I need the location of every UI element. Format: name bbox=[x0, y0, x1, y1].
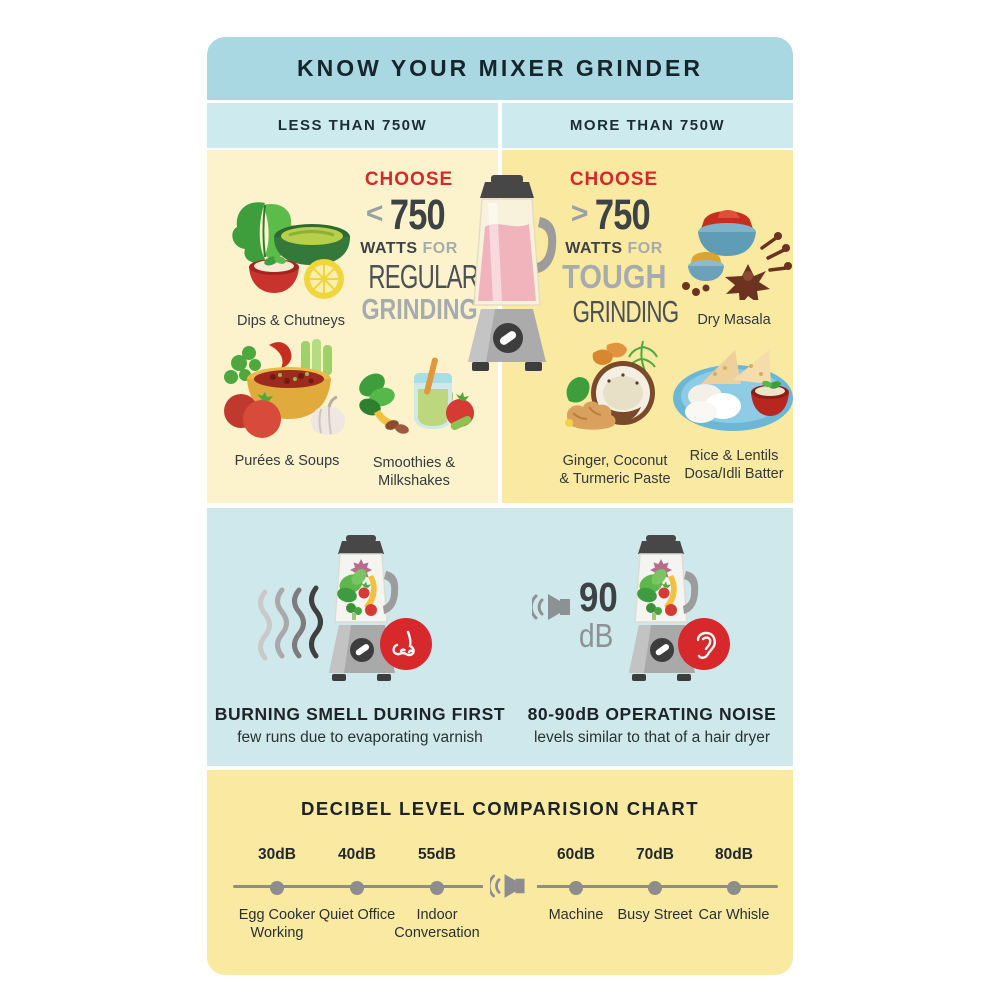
decibel-point: 80dB Car Whisle bbox=[676, 846, 792, 924]
watt-number: 750 bbox=[390, 191, 446, 239]
db-tick: 30dB bbox=[258, 846, 296, 863]
blender-pink-smoothie-illustration bbox=[468, 175, 557, 371]
choose-label: CHOOSE bbox=[569, 169, 659, 190]
db-label: Busy Street bbox=[617, 907, 693, 923]
watts-word: WATTS bbox=[360, 240, 418, 257]
nose-icon bbox=[380, 618, 432, 670]
db-label: Indoor Conversation bbox=[394, 907, 480, 942]
blender-fruits-illustration bbox=[629, 535, 699, 681]
food-item: Ginger, Coconut & Turmeric Paste bbox=[557, 337, 673, 488]
db-tick: 80dB bbox=[715, 846, 753, 863]
choose-under-750-block: CHOOSE <750 WATTS FOR REGULAR GRINDING bbox=[347, 169, 479, 325]
grinding-word: GRINDING bbox=[572, 294, 680, 329]
db-value: 90 bbox=[579, 574, 618, 620]
food-item: Smoothies & Milkshakes bbox=[351, 355, 477, 490]
ear-icon bbox=[678, 618, 730, 670]
decibel-chart-title: DECIBEL LEVEL COMPARISION CHART bbox=[300, 798, 700, 819]
smell-waves-icon bbox=[258, 585, 323, 661]
food-item: Dips & Chutneys bbox=[223, 197, 359, 330]
less-than-symbol: < bbox=[365, 197, 384, 230]
grind-type-line: TOUGH bbox=[561, 258, 667, 295]
decibel-speaker-icon bbox=[483, 866, 537, 906]
decibel-point: 55dB Indoor Conversation bbox=[379, 846, 495, 942]
db-tick: 40dB bbox=[338, 846, 376, 863]
decibel-point: 40dB Quiet Office bbox=[299, 846, 415, 924]
more-than-750w-panel bbox=[502, 150, 793, 503]
scale-dot bbox=[430, 881, 444, 895]
db-label: Quiet Office bbox=[318, 907, 396, 923]
fact-subtitle: few runs due to evaporating varnish bbox=[237, 729, 483, 746]
fact-subtitle: levels similar to that of a hair dryer bbox=[533, 729, 771, 746]
food-label: Dips & Chutneys bbox=[237, 313, 345, 329]
column-header-less-than-750w: LESS THAN 750W bbox=[207, 103, 498, 148]
purees-soups-illustration bbox=[224, 339, 345, 438]
food-label: Smoothies & Milkshakes bbox=[372, 455, 456, 490]
dry-masala-illustration bbox=[682, 210, 792, 306]
decibel-point: 70dB Busy Street bbox=[597, 846, 713, 924]
column-header-more-label: MORE THAN 750W bbox=[569, 117, 726, 134]
watt-number: 750 bbox=[595, 191, 651, 239]
title-bar: KNOW YOUR MIXER GRINDER bbox=[207, 37, 793, 100]
column-header-less-label: LESS THAN 750W bbox=[277, 117, 428, 134]
grind-type-line: REGULAR bbox=[368, 258, 479, 295]
decibel-point: 30dB Egg Cooker Working bbox=[219, 846, 335, 942]
food-label: Dry Masala bbox=[697, 312, 771, 328]
db-tick: 60dB bbox=[557, 846, 595, 863]
db-tick: 70dB bbox=[636, 846, 674, 863]
food-label: Purées & Soups bbox=[234, 453, 340, 469]
food-item: Dry Masala bbox=[673, 202, 795, 329]
for-word: FOR bbox=[627, 240, 663, 257]
grinding-word: GRINDING bbox=[361, 294, 478, 326]
burning-smell-fact: BURNING SMELL DURING FIRST few runs due … bbox=[207, 704, 513, 747]
db-tick: 55dB bbox=[418, 846, 456, 863]
scale-dot bbox=[569, 881, 583, 895]
poster-title: KNOW YOUR MIXER GRINDER bbox=[297, 55, 703, 81]
scale-dot bbox=[727, 881, 741, 895]
scale-dot bbox=[350, 881, 364, 895]
column-header-more-than-750w: MORE THAN 750W bbox=[502, 103, 793, 148]
facts-panel: BURNING SMELL DURING FIRST few runs due … bbox=[207, 508, 793, 766]
food-item: Rice & Lentils Dosa/Idli Batter bbox=[669, 340, 799, 483]
smoothies-milkshakes-illustration bbox=[359, 357, 474, 434]
food-label: Ginger, Coconut & Turmeric Paste bbox=[559, 453, 671, 488]
choose-label: CHOOSE bbox=[364, 169, 454, 190]
scale-dot bbox=[270, 881, 284, 895]
db-unit: dB bbox=[579, 616, 614, 654]
fact-title: 80-90dB OPERATING NOISE bbox=[527, 704, 777, 724]
db-label: Machine bbox=[548, 907, 604, 923]
speaker-icon bbox=[532, 594, 570, 620]
ninety-db-label: 90 dB bbox=[579, 574, 625, 654]
for-word: FOR bbox=[422, 240, 458, 257]
ginger-coconut-turmeric-illustration bbox=[565, 340, 658, 430]
food-item: Purées & Soups bbox=[215, 337, 359, 470]
operating-noise-fact: 80-90dB OPERATING NOISE levels similar t… bbox=[499, 704, 805, 747]
rice-lentils-batter-illustration bbox=[673, 350, 793, 431]
blender-fruits-illustration bbox=[329, 535, 399, 681]
watts-word: WATTS bbox=[565, 240, 623, 257]
mixer-grinder-infographic: KNOW YOUR MIXER GRINDER LESS THAN 750W M… bbox=[207, 37, 793, 975]
decibel-point: 60dB Machine bbox=[518, 846, 634, 924]
decibel-chart-panel: DECIBEL LEVEL COMPARISION CHART 30dB Egg… bbox=[207, 770, 793, 975]
choose-over-750-block: CHOOSE >750 WATTS FOR TOUGH GRINDING bbox=[552, 169, 680, 329]
greater-than-symbol: > bbox=[570, 197, 589, 230]
dips-chutneys-illustration bbox=[232, 202, 350, 299]
db-label: Egg Cooker Working bbox=[238, 907, 316, 942]
food-label: Rice & Lentils Dosa/Idli Batter bbox=[684, 448, 784, 483]
scale-dot bbox=[648, 881, 662, 895]
fact-title: BURNING SMELL DURING FIRST bbox=[214, 704, 506, 724]
db-label: Car Whisle bbox=[698, 907, 770, 923]
